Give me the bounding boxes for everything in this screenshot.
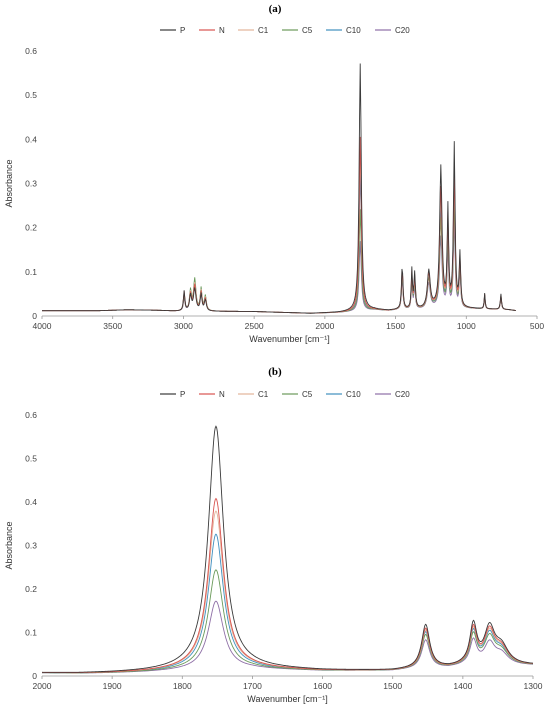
series-line-c20 [42, 219, 516, 314]
x-tick-label: 1700 [243, 681, 262, 691]
legend-label: C10 [346, 390, 361, 399]
series-line-p [41, 425, 534, 673]
legend-item: P [160, 26, 185, 35]
legend-item: C1 [238, 26, 269, 35]
y-axis-title: Absorbance [4, 521, 14, 569]
series-line-c1 [42, 510, 534, 674]
y-tick-label: 0.3 [25, 541, 37, 551]
y-tick-label: 0.5 [25, 90, 37, 100]
x-tick-label: 500 [530, 321, 544, 331]
chart-panel-b: P N C1 C5 C10 C20 0 0.1 0.2 0.3 0.4 0.5 0.6 2000 1900 1… [4, 390, 543, 704]
x-tick-label: 1900 [103, 681, 122, 691]
x-tick-label: 3000 [174, 321, 193, 331]
x-tick-label: 1600 [313, 681, 332, 691]
y-tick-label: 0.6 [25, 410, 37, 420]
legend-label: C1 [258, 390, 269, 399]
x-tick-label: 2500 [245, 321, 264, 331]
y-tick-label: 0.5 [25, 454, 37, 464]
legend-label: P [180, 26, 185, 35]
series-line-c10 [41, 533, 534, 674]
chart-panel-a: P N C1 C5 C10 C20 0 0.1 0.2 0.3 0.4 0.5 0.6 4000 3500 3… [4, 26, 544, 344]
x-tick-label: 2000 [315, 321, 334, 331]
series-line-p [42, 63, 516, 314]
series-line-c5 [42, 199, 516, 314]
y-tick-label: 0 [32, 311, 37, 321]
x-tick-label: 1000 [457, 321, 476, 331]
legend-item: C20 [375, 390, 410, 399]
x-tick-label: 1500 [383, 681, 402, 691]
x-axis-title: Wavenumber [cm⁻¹] [247, 694, 327, 704]
y-tick-label: 0.4 [25, 497, 37, 507]
x-tick-label: 4000 [33, 321, 52, 331]
legend-item: C10 [326, 390, 361, 399]
legend-label: C5 [302, 390, 313, 399]
y-tick-label: 0.6 [25, 46, 37, 56]
series-line-n [41, 497, 534, 674]
x-axis-title: Wavenumber [cm⁻¹] [249, 334, 329, 344]
series-line-n [42, 136, 516, 314]
y-tick-label: 0.2 [25, 223, 37, 233]
legend-label: C5 [302, 26, 313, 35]
legend-label: N [219, 26, 225, 35]
series-line-c10 [42, 173, 516, 314]
series-line-c1 [42, 149, 516, 314]
legend-item: C20 [375, 26, 410, 35]
x-tick-label: 1500 [386, 321, 405, 331]
legend-item: C1 [238, 390, 269, 399]
y-tick-label: 0.1 [25, 267, 37, 277]
panel-label-a: (a) [269, 3, 282, 15]
legend-item: N [199, 390, 225, 399]
x-tick-label: 1800 [173, 681, 192, 691]
legend: P N C1 C5 C10 C20 [160, 390, 410, 399]
legend-item: P [160, 390, 185, 399]
y-tick-label: 0.4 [25, 134, 37, 144]
legend-label: C10 [346, 26, 361, 35]
legend-label: P [180, 390, 185, 399]
legend-label: N [219, 390, 225, 399]
legend-label: C20 [395, 26, 410, 35]
x-tick-label: 1400 [453, 681, 472, 691]
x-tick-label: 1300 [524, 681, 543, 691]
y-tick-label: 0.3 [25, 179, 37, 189]
legend-item: N [199, 26, 225, 35]
y-axis-title: Absorbance [4, 159, 14, 207]
legend-label: C1 [258, 26, 269, 35]
legend-item: C5 [282, 390, 313, 399]
y-tick-label: 0 [32, 671, 37, 681]
legend: P N C1 C5 C10 C20 [160, 26, 410, 35]
series-line-c5 [41, 569, 534, 674]
x-tick-label: 2000 [33, 681, 52, 691]
x-tick-label: 3500 [103, 321, 122, 331]
y-tick-label: 0.1 [25, 628, 37, 638]
legend-label: C20 [395, 390, 410, 399]
panel-label-b: (b) [268, 366, 282, 378]
legend-item: C5 [282, 26, 313, 35]
legend-item: C10 [326, 26, 361, 35]
y-tick-label: 0.2 [25, 584, 37, 594]
